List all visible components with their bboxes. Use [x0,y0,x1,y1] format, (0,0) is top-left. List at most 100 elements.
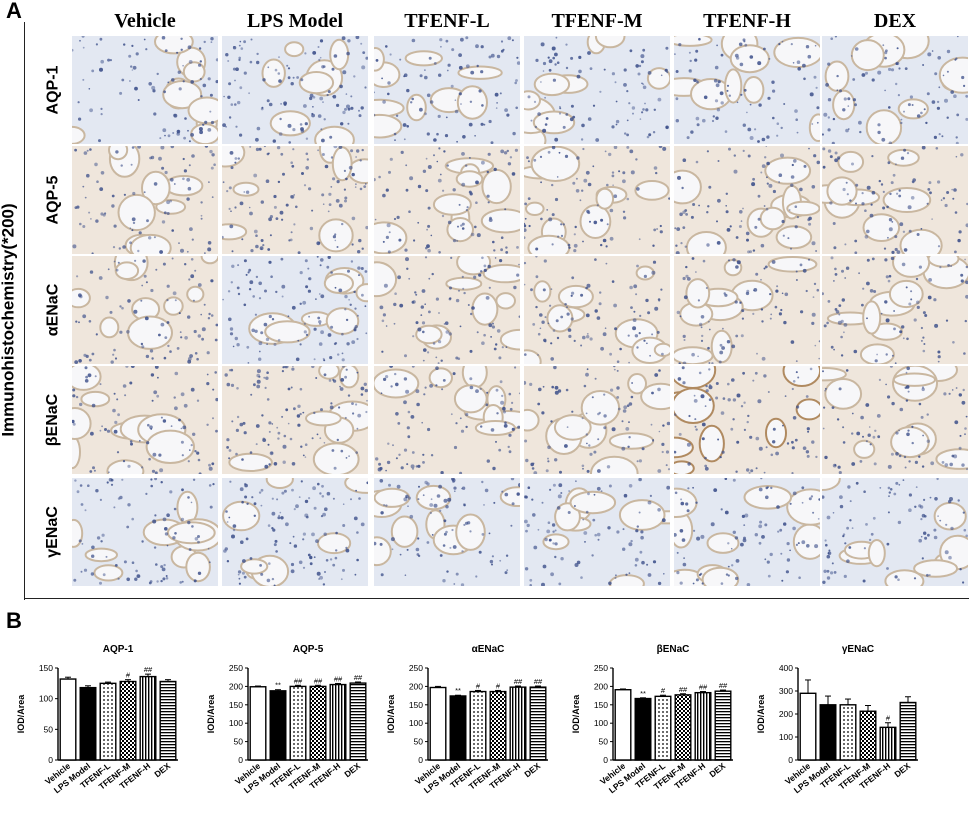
micrograph-AQP1-Vehicle [72,36,218,144]
y-tick-label: 100 [779,732,793,742]
chart-title: βENaC [657,644,690,655]
micrograph-AQP1-LPSModel [222,36,368,144]
micrograph-AQP5-TFENFM [524,146,670,254]
y-tick-label: 100 [229,718,243,728]
y-axis-label: IOD/Area [386,694,396,734]
bar [139,675,157,761]
x-tick-label: DEX [342,760,362,779]
bar [879,726,897,761]
significance-mark: ** [640,689,646,698]
micrograph-ENaC-LPSModel [222,256,368,364]
y-tick-label: 50 [234,737,244,747]
micrograph-ENaC-TFENFH [674,256,820,364]
y-tick-label: 150 [39,663,53,673]
y-tick-label: 200 [779,709,793,719]
panel-a-bottom-border [24,598,969,599]
y-tick-label: 300 [779,686,793,696]
significance-mark: ## [679,685,688,694]
significance-mark: ## [314,676,323,685]
significance-mark: ** [455,686,461,695]
y-tick-label: 0 [238,755,243,765]
chart-svg: AQP-5IOD/Area050100150200250Vehicle**LPS… [206,644,368,795]
y-axis-label: IOD/Area [206,694,216,734]
micrograph-ENaC-TFENFL [374,366,520,474]
chart-title: γENaC [842,644,874,655]
significance-mark: # [476,681,481,690]
bar-chart-3: αENaC IOD/Area 0 50 100 150 200 250 Vehicle ** LPS… [380,630,560,840]
micrograph-ENaC-Vehicle [72,366,218,474]
bar [529,686,547,761]
micrograph-ENaC-DEX [822,256,968,364]
column-header-dex: DEX [873,10,917,32]
y-tick-label: 200 [409,681,423,691]
x-tick-label: DEX [707,760,727,779]
y-tick-label: 50 [414,737,424,747]
panel-a-micrograph-grid: Immunohistochemistry(*200) Vehicle LPS Mo… [0,10,969,600]
micrograph-AQP5-TFENFH [674,146,820,254]
x-tick-label: DEX [522,760,542,779]
chart-svg: βENaCIOD/Area050100150200250Vehicle**LPS… [571,644,733,795]
micrograph-ENaC-TFENFH [674,366,820,474]
column-header-lps-model: LPS Model [246,10,344,32]
x-tick-label: DEX [152,760,172,779]
significance-mark: ## [514,677,523,686]
bar-chart-1: AQP-1 IOD/Area 0 50 100 150 Vehicle LPS Model TF… [10,630,190,840]
column-header-tfenf-l: TFENF-L [404,10,490,32]
bar [859,710,877,761]
bar [614,689,632,761]
row-label-5: γENaC [44,506,62,558]
bar [59,678,77,761]
y-tick-label: 0 [48,755,53,765]
y-axis-label: IOD/Area [16,694,26,734]
bar [634,697,652,761]
y-tick-label: 0 [603,755,608,765]
significance-mark: ## [354,673,363,682]
bar [349,682,367,761]
y-tick-label: 100 [409,718,423,728]
bar [329,683,347,761]
column-header-vehicle: Vehicle [114,10,176,32]
x-tick-label: DEX [892,760,912,779]
significance-mark: # [126,671,131,680]
bar [694,691,712,761]
y-tick-label: 100 [594,718,608,728]
bar [489,690,507,761]
bar [799,692,817,761]
chart-title: AQP-5 [293,644,324,655]
significance-mark: ** [275,681,281,690]
micrograph-ENaC-TFENFL [374,256,520,364]
y-axis-label: IOD/Area [756,694,766,734]
bar [469,690,487,761]
panel-a-letter: A [6,0,22,23]
bar-chart-2: AQP-5 IOD/Area 0 50 100 150 200 250 Vehicle ** LPS… [200,630,380,840]
chart-svg: αENaCIOD/Area050100150200250Vehicle**LPS… [386,644,548,795]
row-label-1: AQP-1 [44,65,61,115]
row-label-4: βENaC [44,393,62,447]
micrograph-ENaC-TFENFM [524,256,670,364]
bar-chart-5: γENaC IOD/Area 0 100 200 300 400 Vehicle LPS Mod… [750,630,930,840]
y-tick-label: 150 [229,700,243,710]
micrograph-AQP1-TFENFH [674,36,820,144]
bar [159,680,177,761]
y-tick-label: 150 [594,700,608,710]
significance-mark: ## [334,674,343,683]
column-header-tfenf-m: TFENF-M [551,10,643,32]
y-axis-label: IOD/Area [571,694,581,734]
bar [509,686,527,761]
bar [99,682,117,761]
bar [249,686,267,761]
micrograph-ENaC-Vehicle [72,256,218,364]
y-tick-label: 0 [788,755,793,765]
micrograph-AQP5-LPSModel [222,146,368,254]
significance-mark: ## [534,677,543,686]
bar [674,694,692,761]
micrograph-ENaC-TFENFM [524,478,670,586]
bar [309,685,327,761]
y-tick-label: 200 [229,681,243,691]
micrograph-ENaC-LPSModel [222,478,368,586]
bar [119,680,137,761]
micrograph-AQP1-TFENFM [524,36,670,144]
bar [79,686,97,761]
column-header-tfenf-h: TFENF-H [703,10,791,32]
